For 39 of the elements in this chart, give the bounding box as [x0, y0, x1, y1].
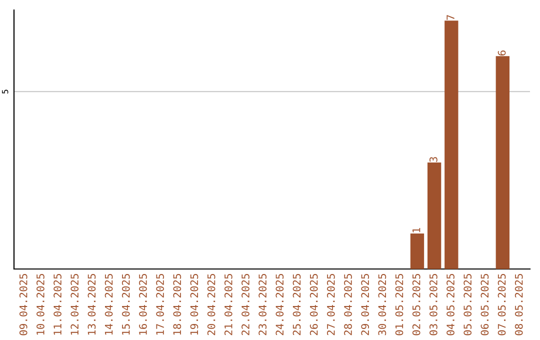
bar	[427, 162, 442, 269]
x-tick-label: 12.04.2025	[70, 274, 79, 335]
x-tick-label: 03.05.2025	[429, 274, 438, 336]
x-tick-label: 21.04.2025	[224, 274, 232, 336]
x-tick-label: 05.05.2025	[464, 274, 472, 336]
x-tick-label: 25.04.2025	[292, 274, 301, 336]
x-tick-label: 26.04.2025	[310, 274, 318, 336]
x-tick-label: 22.04.2025	[242, 274, 250, 336]
x-tick-label: 10.04.2025	[36, 274, 44, 335]
data-label: 1	[412, 228, 420, 232]
x-tick-label: 02.05.2025	[412, 274, 420, 336]
y-tick-label: 5	[2, 90, 8, 94]
bar	[444, 20, 458, 269]
x-tick-label: 17.04.2025	[156, 274, 164, 335]
data-label: 3	[429, 157, 438, 162]
data-label: 6	[498, 50, 506, 56]
x-tick-label: 19.04.2025	[190, 274, 198, 335]
x-tick-label: 20.04.2025	[207, 274, 216, 336]
x-tick-label: 11.04.2025	[54, 274, 62, 335]
data-label: 7	[446, 15, 454, 20]
x-tick-label: 23.04.2025	[258, 274, 267, 336]
x-tick-label: 28.04.2025	[344, 274, 352, 336]
x-tick-label: 27.04.2025	[326, 274, 335, 336]
x-tick-label: 18.04.2025	[173, 274, 182, 335]
x-tick-label: 07.05.2025	[498, 274, 506, 336]
x-tick-label: 01.05.2025	[395, 274, 404, 336]
x-tick-label: 15.04.2025	[122, 274, 130, 335]
x-tick-label: 24.04.2025	[276, 274, 284, 336]
x-tick-label: 14.04.2025	[104, 274, 113, 335]
x-tick-label: 29.04.2025	[361, 274, 370, 336]
bar	[410, 234, 424, 269]
bar	[496, 56, 510, 269]
x-tick-label: 13.04.2025	[88, 274, 96, 335]
x-tick-label: 04.05.2025	[446, 274, 454, 336]
x-tick-label: 06.05.2025	[480, 274, 489, 336]
x-tick-label: 30.04.2025	[378, 274, 386, 336]
x-tick-label: 09.04.2025	[19, 274, 28, 336]
x-tick-label: 08.05.2025	[514, 274, 523, 336]
x-tick-label: 16.04.2025	[139, 274, 147, 335]
